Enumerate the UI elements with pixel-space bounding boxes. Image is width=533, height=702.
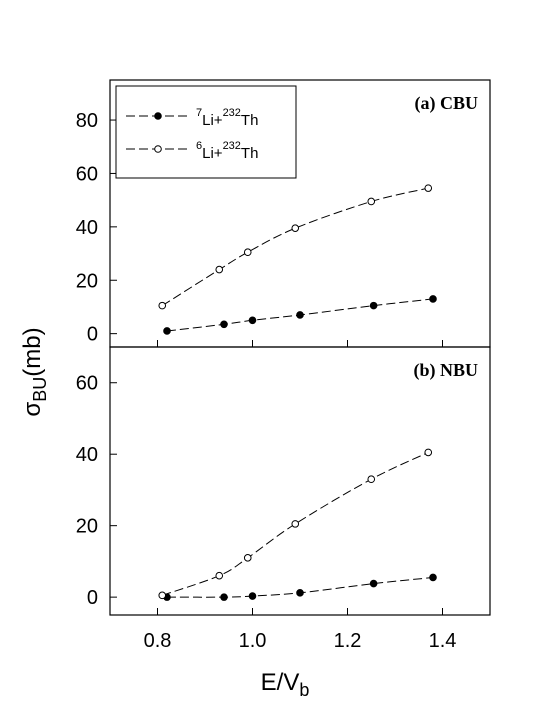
legend-marker (154, 112, 162, 120)
x-tick-label: 1.2 (334, 630, 362, 652)
y-axis-title: σBU(mb) (19, 327, 50, 416)
series-7li-point (429, 573, 437, 582)
x-tick-label: 1.0 (239, 630, 267, 652)
y-tick-label: 40 (76, 217, 98, 239)
x-axis-title: E/Vb (261, 669, 310, 700)
series-7li-point (369, 579, 378, 588)
series-6li-point (424, 184, 433, 192)
legend-box (115, 85, 297, 179)
series-6li-point (367, 475, 376, 484)
legend-legend-mid: Li+ (202, 112, 223, 129)
x-tick-label: 0.8 (144, 630, 172, 652)
series-7li-point (220, 320, 228, 329)
series-7li-point (429, 295, 437, 303)
series-6li-point (367, 197, 376, 206)
series-7li-point (163, 327, 171, 335)
y-tick-label: 60 (76, 373, 98, 395)
series-7li-point (248, 592, 257, 600)
series-6li-point (291, 520, 300, 528)
y-tick-label: 20 (76, 270, 98, 292)
x-axis-main: E/V (261, 669, 300, 696)
series-7li-point (296, 311, 304, 319)
y-tick-label: 0 (87, 587, 98, 609)
series-6li-point (291, 224, 300, 232)
legend-legend-target: Th (241, 112, 259, 129)
legend-legend-target: Th (241, 145, 259, 162)
panel-label: (a) CBU (415, 93, 479, 114)
series-7li-point (248, 316, 257, 325)
series-6li-point (158, 591, 167, 600)
y-axis-subscript: BU (30, 377, 50, 402)
plot-frame (109, 346, 491, 616)
series-6li-line (162, 187, 429, 307)
plot-root: 0 20 40 60 80 (a) CBU 0 20 40 60 0.8 1.0 1.2 1.4 (b) N… (76, 79, 491, 652)
panel-b: 0 20 40 60 0.8 1.0 1.2 1.4 (b) NBU (76, 346, 491, 652)
series-6li-point (243, 554, 252, 562)
x-axis-subscript: b (299, 680, 309, 700)
y-tick-label: 40 (76, 444, 98, 466)
series-6li-point (215, 571, 224, 580)
legend-legend-mid: Li+ (202, 145, 223, 162)
x-tick-label: 1.4 (429, 630, 457, 652)
y-tick-label: 0 (87, 324, 98, 346)
panel-label: (b) NBU (413, 360, 478, 381)
series-6li-point (424, 448, 433, 457)
y-axis-symbol: σ (19, 402, 46, 417)
series-6li-point (243, 248, 252, 257)
y-tick-label: 60 (76, 163, 98, 185)
y-axis-unit: (mb) (19, 327, 46, 376)
series-7li-point (220, 593, 228, 601)
series-6li-point (215, 265, 224, 274)
y-tick-label: 80 (76, 110, 98, 132)
series-6li-point (158, 301, 167, 310)
legend-entry-label: 7Li+232Th (196, 107, 258, 129)
legend-entry-label: 6Li+232Th (196, 140, 258, 162)
legend-legend-target-mass: 232 (223, 107, 241, 119)
series-7li-point (296, 589, 304, 597)
legend-legend-isotope: 7 (196, 107, 202, 119)
legend-legend-target-mass: 232 (223, 140, 241, 152)
y-tick-label: 20 (76, 516, 98, 538)
legend-legend-isotope: 6 (196, 140, 202, 152)
legend-marker (154, 145, 162, 153)
series-7li-point (369, 301, 378, 310)
